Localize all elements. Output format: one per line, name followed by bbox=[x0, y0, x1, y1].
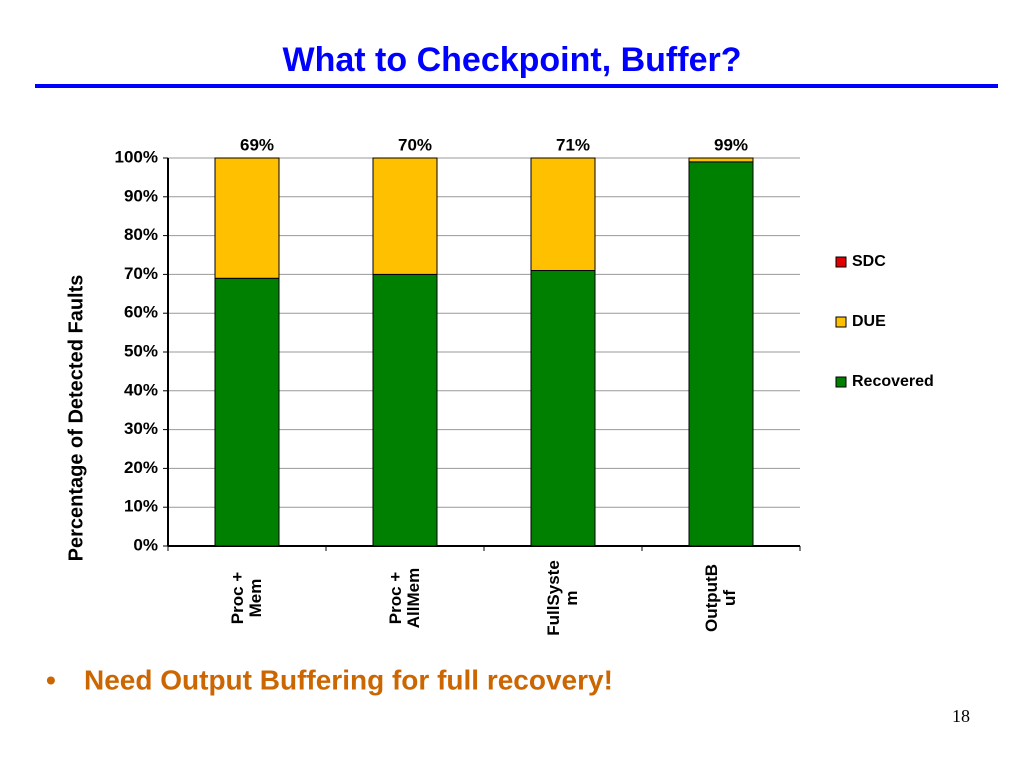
x-tick-label: OutputBuf bbox=[702, 564, 739, 632]
legend-swatch bbox=[835, 256, 847, 268]
bar-segment bbox=[214, 157, 280, 279]
value-label: 70% bbox=[398, 135, 432, 154]
bar-segment bbox=[372, 157, 438, 275]
bar-segment bbox=[372, 273, 438, 547]
bar-segment bbox=[214, 277, 280, 547]
y-tick-label: 100% bbox=[115, 147, 158, 166]
page-number: 18 bbox=[952, 706, 970, 726]
bar-segment bbox=[688, 157, 754, 163]
bullet-mark: • bbox=[46, 664, 56, 695]
value-label: 71% bbox=[556, 135, 590, 154]
y-tick-label: 20% bbox=[124, 458, 158, 477]
y-tick-label: 40% bbox=[124, 380, 158, 399]
y-tick-label: 10% bbox=[124, 497, 158, 516]
slide-title: What to Checkpoint, Buffer? bbox=[283, 41, 742, 79]
y-tick-label: 70% bbox=[124, 264, 158, 283]
bullet-text: Need Output Buffering for full recovery! bbox=[84, 664, 613, 695]
x-tick-label: FullSystem bbox=[544, 560, 581, 636]
y-tick-label: 30% bbox=[124, 419, 158, 438]
x-tick-label: Proc + AllMem bbox=[386, 567, 423, 629]
legend-swatch bbox=[835, 316, 847, 328]
y-tick-label: 80% bbox=[124, 225, 158, 244]
y-tick-label: 0% bbox=[133, 535, 158, 554]
value-label: 69% bbox=[240, 135, 274, 154]
y-tick-label: 50% bbox=[124, 341, 158, 360]
bar-segment bbox=[530, 270, 596, 547]
bar-segment bbox=[530, 157, 596, 272]
y-tick-label: 60% bbox=[124, 303, 158, 322]
value-label: 99% bbox=[714, 135, 748, 154]
legend-swatch bbox=[835, 376, 847, 388]
legend-label: SDC bbox=[852, 253, 886, 270]
legend-label: Recovered bbox=[852, 373, 934, 390]
x-tick-label: Proc + Mem bbox=[228, 571, 265, 625]
y-axis-label: Percentage of Detected Faults bbox=[65, 275, 87, 562]
legend-label: DUE bbox=[852, 313, 886, 330]
y-tick-label: 90% bbox=[124, 186, 158, 205]
bar-segment bbox=[688, 161, 754, 547]
